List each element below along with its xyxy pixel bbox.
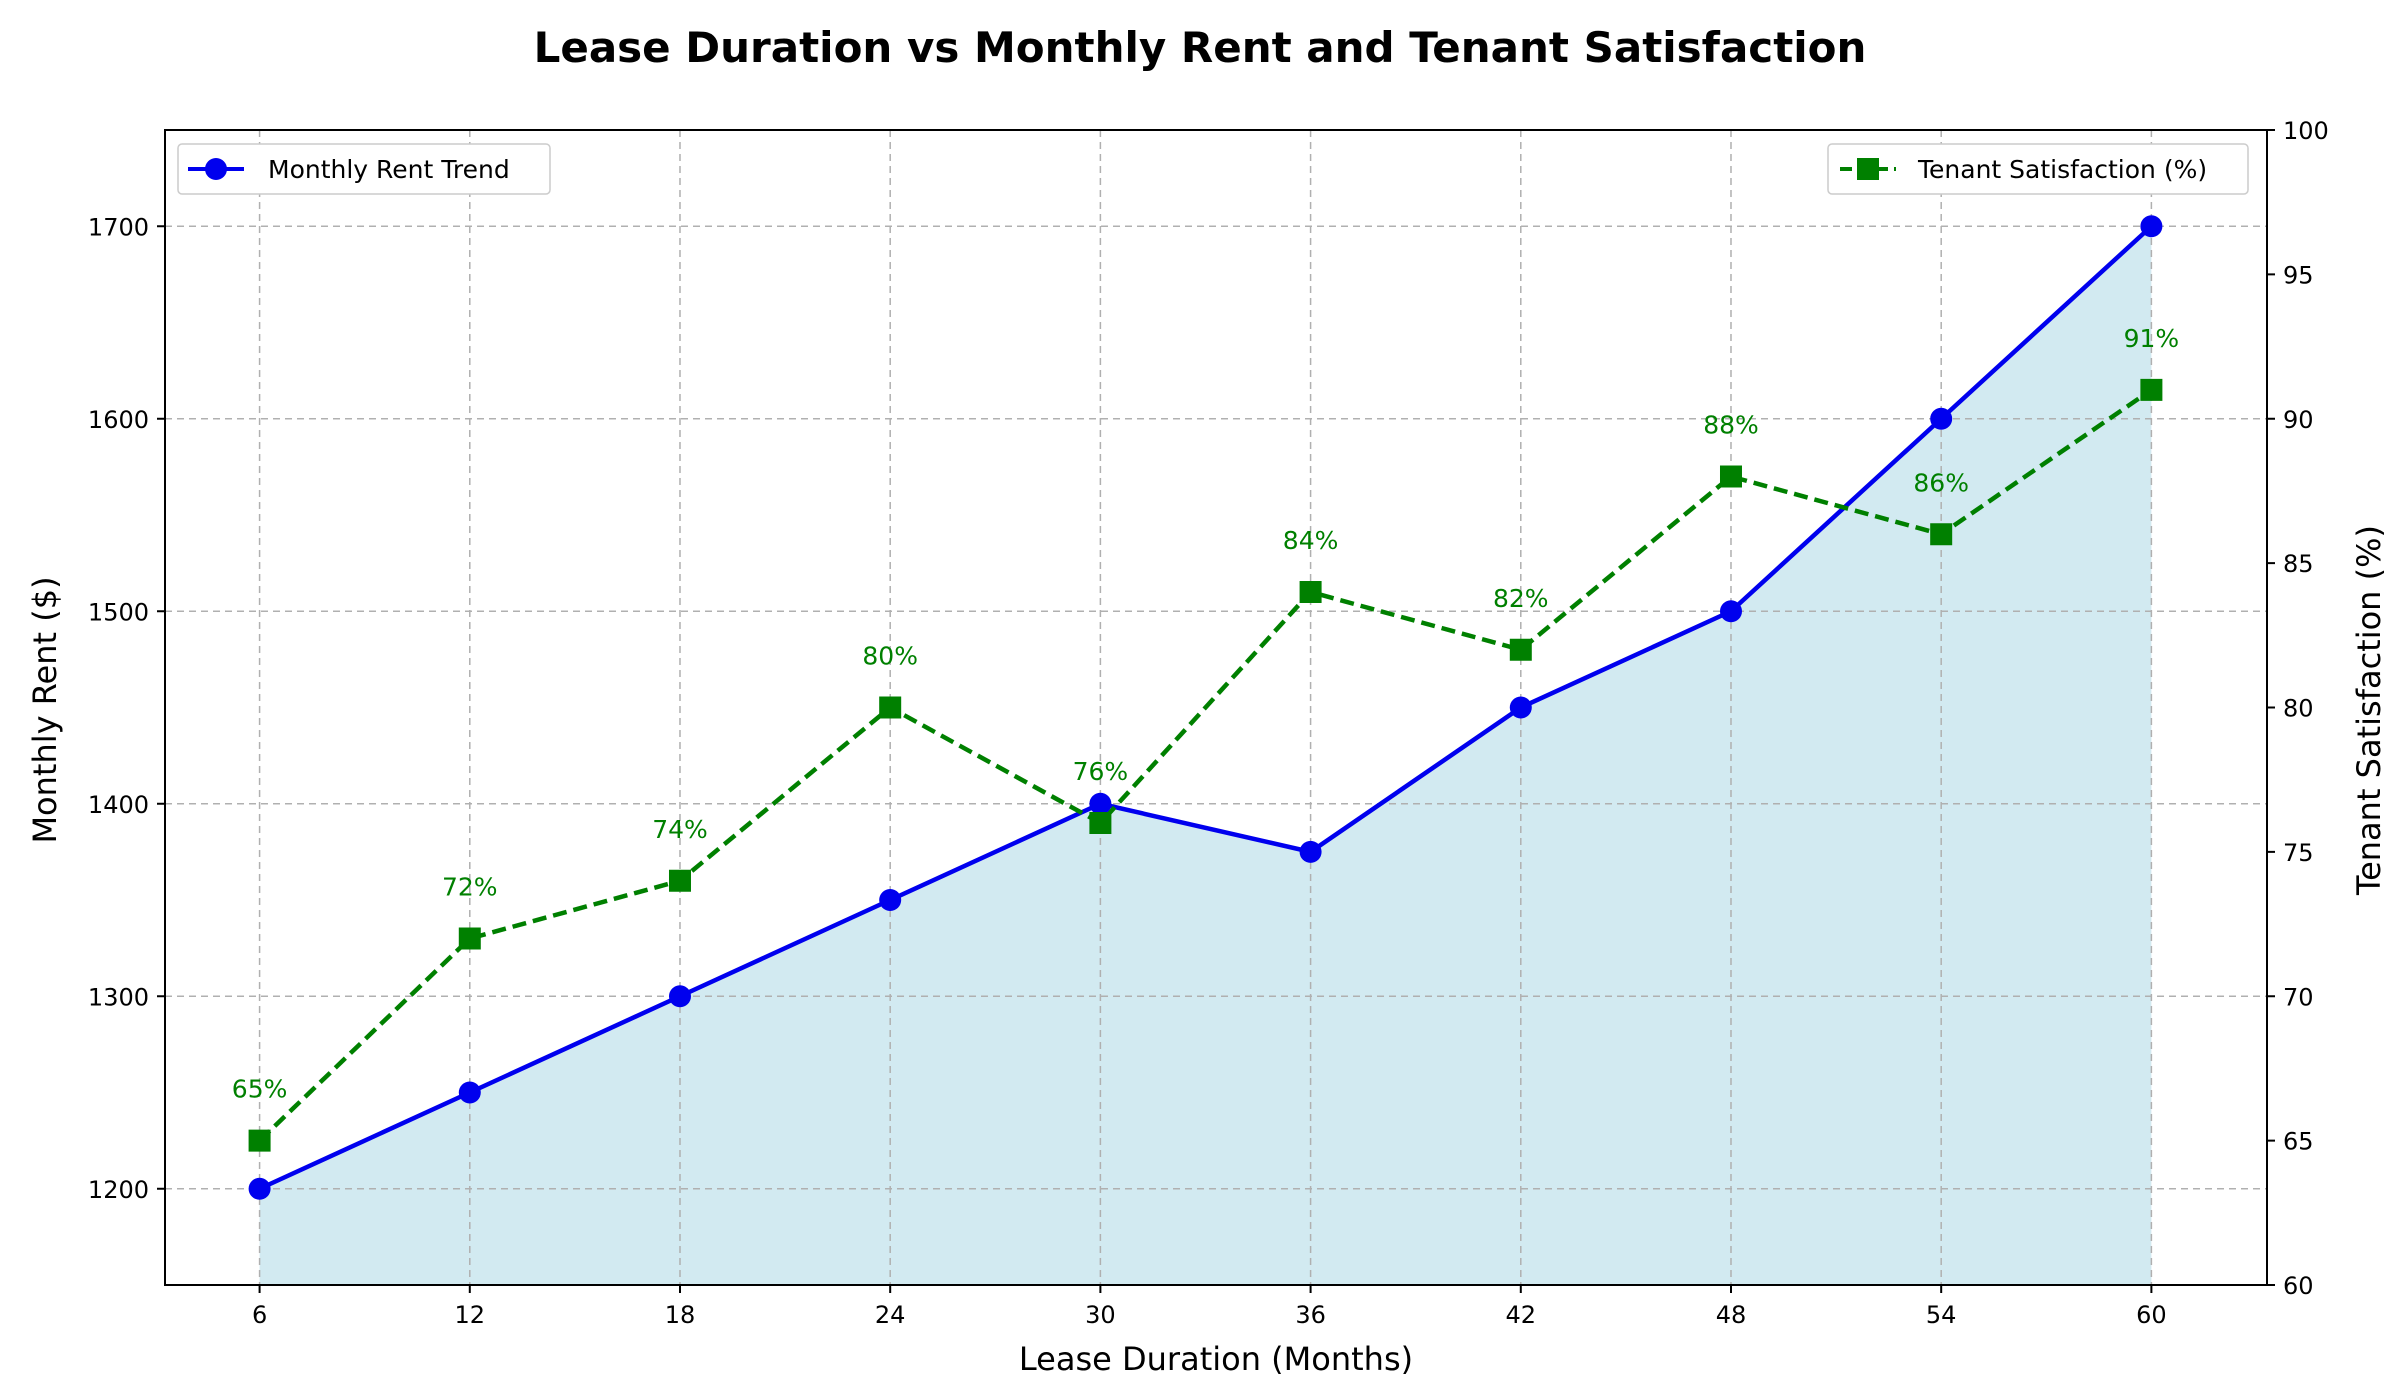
satisfaction-point <box>668 869 691 892</box>
y-tick-label: 1500 <box>88 598 149 626</box>
x-tick-label: 12 <box>455 1301 486 1329</box>
plot-area: 65% 72% 74% 80% 76% 84% 82% 88% 86% 91% 6 12 18 24 30 3… <box>88 117 2329 1329</box>
satisfaction-data-label: 80% <box>862 642 918 671</box>
satisfaction-data-label: 84% <box>1283 526 1339 555</box>
y2-tick-label: 70 <box>2283 983 2314 1011</box>
y2-tick-label: 90 <box>2283 406 2314 434</box>
y2-tick-label: 75 <box>2283 839 2314 867</box>
satisfaction-point <box>248 1129 271 1152</box>
x-axis-title: Lease Duration (Months) <box>1019 1340 1413 1378</box>
legend-rent-box <box>177 143 551 195</box>
rent-point <box>1719 600 1742 623</box>
y2-tick-label: 100 <box>2283 117 2329 145</box>
satisfaction-point <box>1089 812 1112 834</box>
y2-tick-label: 85 <box>2283 550 2314 578</box>
satisfaction-series-line <box>258 388 2153 1143</box>
satisfaction-data-label: 74% <box>652 815 708 844</box>
x-tick-label: 24 <box>875 1301 906 1329</box>
legend-satisfaction-label: Tenant Satisfaction (%) <box>1917 155 2207 184</box>
y2-axis-title: Tenant Satisfaction (%) <box>2350 525 2388 896</box>
satisfaction-point <box>1930 523 1953 546</box>
x-tick-label: 30 <box>1085 1301 1116 1329</box>
y-tick-label: 1600 <box>88 406 149 434</box>
satisfaction-point <box>1299 581 1322 603</box>
rent-point <box>879 889 902 911</box>
chart-title: Lease Duration vs Monthly Rent and Tenan… <box>534 23 1867 72</box>
satisfaction-point <box>1719 465 1742 488</box>
rent-point <box>1089 792 1112 815</box>
legend-rent-marker <box>205 158 227 180</box>
grid <box>165 130 2267 1285</box>
rent-point <box>668 985 691 1008</box>
legend-satisfaction: Tenant Satisfaction (%) <box>1827 143 2249 195</box>
rent-point <box>1299 840 1322 863</box>
legend-satisfaction-box <box>1827 143 2249 195</box>
y-tick-label: 1300 <box>88 983 149 1011</box>
satisfaction-data-label: 82% <box>1493 584 1549 613</box>
satisfaction-point <box>458 927 481 950</box>
x-tick-label: 48 <box>1716 1301 1747 1329</box>
rent-point <box>2140 215 2163 238</box>
y2-tick-label: 65 <box>2283 1128 2314 1156</box>
legend-rent-label: Monthly Rent Trend <box>268 155 510 184</box>
x-tick-label: 18 <box>665 1301 696 1329</box>
y2-tick-label: 80 <box>2283 695 2314 723</box>
y-tick-label: 1200 <box>88 1176 149 1204</box>
legend-rent: Monthly Rent Trend <box>177 143 551 195</box>
y-tick-label: 1700 <box>88 213 149 241</box>
rent-point <box>458 1081 481 1104</box>
x-tick-label: 42 <box>1506 1301 1537 1329</box>
rent-point <box>1930 407 1953 430</box>
y-axis-title: Monthly Rent ($) <box>26 576 64 843</box>
y-tick-label: 1400 <box>88 791 149 819</box>
satisfaction-data-label: 86% <box>1913 468 1969 497</box>
x-tick-label: 36 <box>1295 1301 1326 1329</box>
y2-tick-label: 60 <box>2283 1272 2314 1300</box>
satisfaction-data-label: 88% <box>1703 411 1759 440</box>
x-tick-label: 54 <box>1926 1301 1957 1329</box>
satisfaction-point <box>2140 378 2163 401</box>
legend-satisfaction-marker <box>1857 158 1879 180</box>
x-tick-label: 6 <box>252 1301 267 1329</box>
y2-tick-label: 95 <box>2283 261 2314 289</box>
rent-point <box>1509 696 1532 719</box>
satisfaction-data-label: 76% <box>1073 757 1129 786</box>
x-tick-label: 60 <box>2136 1301 2167 1329</box>
rent-point <box>248 1177 271 1200</box>
rent-series-line <box>258 224 2153 1191</box>
satisfaction-data-label: 72% <box>442 873 498 902</box>
satisfaction-data-label: 65% <box>232 1075 288 1104</box>
satisfaction-data-label: 91% <box>2124 324 2180 353</box>
satisfaction-point <box>1509 638 1532 661</box>
rent-area-fill <box>259 226 2152 1285</box>
satisfaction-point <box>879 696 902 719</box>
